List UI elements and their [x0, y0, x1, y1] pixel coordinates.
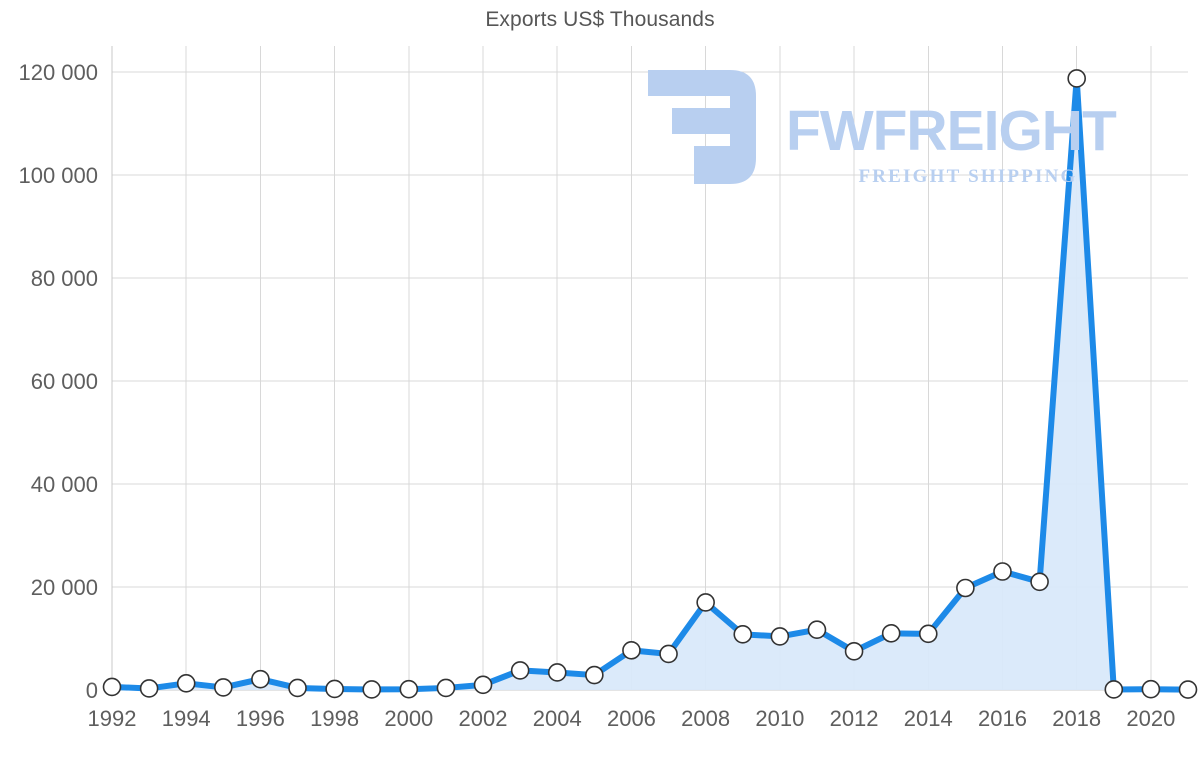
data-point-marker[interactable]	[547, 663, 567, 682]
data-point-marker[interactable]	[585, 665, 604, 685]
x-tick-label: 2018	[1052, 706, 1101, 731]
x-axis-tick-labels: 1992 1994 1996 1998 2000 2002 2004 2006 2008 2010…	[88, 706, 1176, 731]
y-tick-label: 120 000	[18, 60, 98, 85]
data-point-marker[interactable]	[956, 578, 975, 598]
data-point-marker[interactable]	[251, 669, 270, 689]
x-tick-label: 1998	[310, 706, 359, 731]
data-point-marker[interactable]	[770, 627, 790, 646]
x-tick-label: 1992	[88, 706, 137, 731]
x-tick-label: 2006	[607, 706, 656, 731]
x-tick-label: 2002	[459, 706, 508, 731]
y-tick-label: 60 000	[31, 369, 98, 394]
data-point-marker[interactable]	[1067, 69, 1086, 88]
data-point-marker[interactable]	[176, 674, 196, 693]
data-point-marker[interactable]	[1141, 679, 1161, 699]
data-point-marker[interactable]	[399, 679, 419, 699]
data-point-marker[interactable]	[993, 562, 1012, 581]
data-point-marker[interactable]	[473, 675, 493, 695]
data-point-marker[interactable]	[325, 679, 344, 699]
data-point-marker[interactable]	[918, 624, 938, 644]
y-tick-label: 100 000	[18, 163, 98, 188]
x-tick-label: 2012	[830, 706, 879, 731]
y-tick-label: 0	[86, 678, 98, 703]
data-point-marker[interactable]	[510, 661, 530, 680]
data-point-marker[interactable]	[696, 593, 715, 612]
data-point-marker[interactable]	[659, 644, 678, 664]
series-area-fill	[112, 78, 1188, 691]
data-point-marker[interactable]	[844, 642, 864, 661]
x-tick-label: 2008	[681, 706, 730, 731]
chart-title: Exports US$ Thousands	[485, 8, 715, 31]
x-tick-label: 2014	[904, 706, 953, 731]
data-point-marker[interactable]	[1104, 680, 1124, 699]
x-tick-label: 2010	[755, 706, 804, 731]
data-point-marker[interactable]	[1030, 572, 1049, 592]
x-tick-label: 2000	[384, 706, 433, 731]
data-point-marker[interactable]	[1178, 680, 1198, 699]
data-point-marker[interactable]	[288, 678, 307, 698]
data-point-marker[interactable]	[622, 641, 641, 660]
data-point-marker[interactable]	[139, 679, 159, 698]
data-point-marker[interactable]	[436, 678, 456, 698]
y-tick-label: 20 000	[31, 575, 98, 600]
y-tick-label: 40 000	[31, 472, 98, 497]
x-tick-label: 2020	[1126, 706, 1175, 731]
data-point-marker[interactable]	[807, 620, 827, 640]
x-tick-label: 1996	[236, 706, 285, 731]
data-point-marker[interactable]	[102, 677, 122, 697]
y-tick-label: 80 000	[31, 266, 98, 291]
x-tick-label: 2004	[533, 706, 582, 731]
series-markers	[102, 69, 1198, 699]
x-tick-label: 1994	[162, 706, 211, 731]
x-tick-label: 2016	[978, 706, 1027, 731]
data-point-marker[interactable]	[881, 624, 901, 643]
data-point-marker[interactable]	[362, 680, 382, 699]
data-point-marker[interactable]	[733, 625, 753, 644]
data-point-marker[interactable]	[214, 678, 233, 697]
y-axis-tick-labels: 0 20 000 40 000 60 000 80 000 100 000 120 000	[18, 60, 98, 703]
